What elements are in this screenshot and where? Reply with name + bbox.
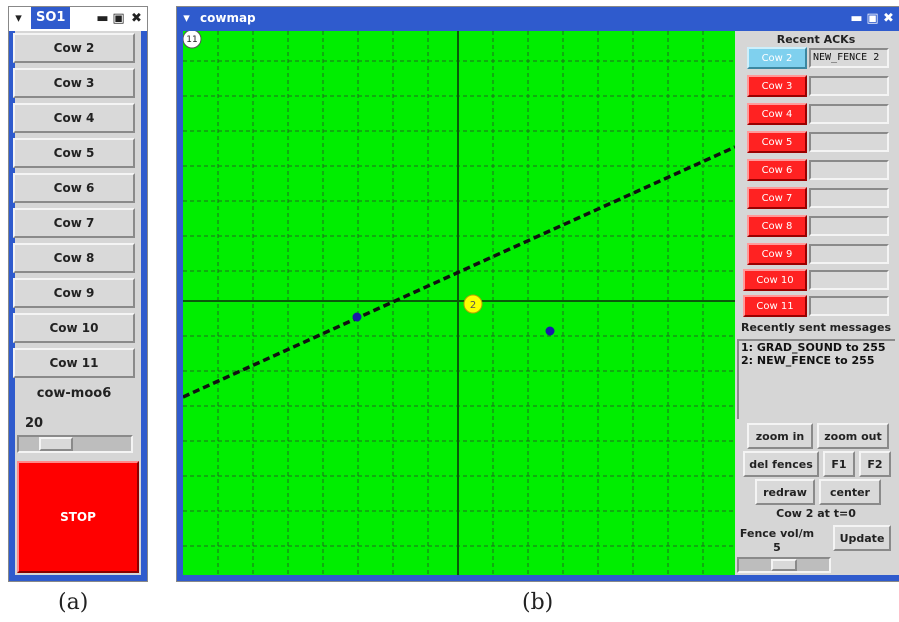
del-fences-button[interactable]: del fences	[743, 451, 819, 477]
value-slider[interactable]	[17, 435, 133, 453]
recent-acks-title: Recent ACKs	[776, 33, 856, 46]
sent-message-item: 2: NEW_FENCE to 255	[741, 354, 875, 367]
cow-button-3[interactable]: Cow 3	[13, 68, 135, 98]
ack-message-field-10	[809, 270, 889, 290]
fence-vol-slider[interactable]	[737, 557, 831, 573]
ack-message-field-8	[809, 216, 889, 236]
cow-button-4[interactable]: Cow 4	[13, 103, 135, 133]
cowmap-window: ▾ cowmap ▬ ▣ ✖ 2	[176, 6, 899, 582]
ack-cow-button-11[interactable]: Cow 11	[743, 295, 807, 317]
stop-button[interactable]: STOP	[17, 461, 139, 573]
caption-b: (b)	[522, 590, 554, 615]
window-border-right	[141, 31, 147, 575]
cow-marker-label: 2	[470, 300, 476, 311]
window-menu-icon[interactable]: ▾	[15, 11, 22, 26]
fence-vol-value: 5	[773, 541, 781, 554]
control-window-titlebar: ▾ SO1 ▬ ▣ ✖	[9, 7, 147, 31]
cow-button-2[interactable]: Cow 2	[13, 33, 135, 63]
zoom-in-button[interactable]: zoom in	[747, 423, 813, 449]
f1-button[interactable]: F1	[823, 451, 855, 477]
window-menu-icon[interactable]: ▾	[183, 11, 190, 26]
sent-messages-list[interactable]: 1: GRAD_SOUND to 255 2: NEW_FENCE to 255	[737, 339, 895, 419]
maximize-icon[interactable]: ▣	[866, 11, 879, 26]
slider-thumb[interactable]	[771, 559, 797, 571]
ack-cow-button-5[interactable]: Cow 5	[747, 131, 807, 153]
ack-cow-button-4[interactable]: Cow 4	[747, 103, 807, 125]
cow-map[interactable]: 2 11	[183, 31, 735, 577]
ack-message-field-6	[809, 160, 889, 180]
ack-cow-button-6[interactable]: Cow 6	[747, 159, 807, 181]
ack-cow-button-9[interactable]: Cow 9	[747, 243, 807, 265]
window-border-bottom	[177, 575, 899, 581]
cow-button-9[interactable]: Cow 9	[13, 278, 135, 308]
cow-button-10[interactable]: Cow 10	[13, 313, 135, 343]
slider-thumb[interactable]	[39, 437, 73, 451]
ack-cow-button-2[interactable]: Cow 2	[747, 47, 807, 69]
cow-button-11[interactable]: Cow 11	[13, 348, 135, 378]
ack-cow-button-10[interactable]: Cow 10	[743, 269, 807, 291]
cow-position-dot	[352, 312, 362, 322]
recent-sent-title: Recently sent messages	[740, 321, 892, 334]
f2-button[interactable]: F2	[859, 451, 891, 477]
ack-message-field-7	[809, 188, 889, 208]
maximize-icon[interactable]: ▣	[112, 11, 125, 26]
corner-marker	[183, 31, 202, 49]
ack-message-field-2: NEW_FENCE 2	[809, 48, 889, 68]
ack-message-field-11	[809, 296, 889, 316]
cow-marker[interactable]	[463, 294, 483, 314]
control-window: ▾ SO1 ▬ ▣ ✖ Cow 2 Cow 3 Cow 4 Cow 5 Cow …	[8, 6, 148, 582]
cow-button-6[interactable]: Cow 6	[13, 173, 135, 203]
corner-marker-label: 11	[186, 35, 197, 45]
window-title: SO1	[31, 7, 71, 29]
cowmap-titlebar: ▾ cowmap ▬ ▣ ✖	[177, 7, 899, 31]
fence-vol-label: Fence vol/m	[739, 527, 815, 540]
ack-message-field-5	[809, 132, 889, 152]
cow-button-7[interactable]: Cow 7	[13, 208, 135, 238]
update-button[interactable]: Update	[833, 525, 891, 551]
close-icon[interactable]: ✖	[883, 11, 894, 26]
ack-panel: Recent ACKs Cow 2 NEW_FENCE 2 Cow 3 Cow …	[737, 31, 895, 577]
slider-value-label: 20	[24, 416, 44, 431]
caption-a: (a)	[58, 590, 89, 615]
cow-button-8[interactable]: Cow 8	[13, 243, 135, 273]
close-icon[interactable]: ✖	[131, 11, 142, 26]
minimize-icon[interactable]: ▬	[850, 11, 863, 26]
ack-cow-button-8[interactable]: Cow 8	[747, 215, 807, 237]
window-border-left	[177, 31, 183, 575]
zoom-out-button[interactable]: zoom out	[817, 423, 889, 449]
virtual-fence-line	[183, 145, 735, 399]
redraw-button[interactable]: redraw	[755, 479, 815, 505]
ack-message-field-3	[809, 76, 889, 96]
minimize-icon[interactable]: ▬	[96, 11, 109, 26]
cow-position-dot	[545, 326, 555, 336]
window-border-left	[9, 31, 15, 575]
device-name-label: cow-moo6	[36, 386, 112, 401]
center-button[interactable]: center	[819, 479, 881, 505]
ack-cow-button-7[interactable]: Cow 7	[747, 187, 807, 209]
ack-message-field-4	[809, 104, 889, 124]
cow-status-label: Cow 2 at t=0	[776, 507, 856, 520]
window-border-bottom	[9, 575, 147, 581]
cow-button-5[interactable]: Cow 5	[13, 138, 135, 168]
ack-cow-button-3[interactable]: Cow 3	[747, 75, 807, 97]
ack-message-field-9	[809, 244, 889, 264]
window-title: cowmap	[195, 7, 261, 29]
sent-message-item: 1: GRAD_SOUND to 255	[741, 341, 886, 354]
